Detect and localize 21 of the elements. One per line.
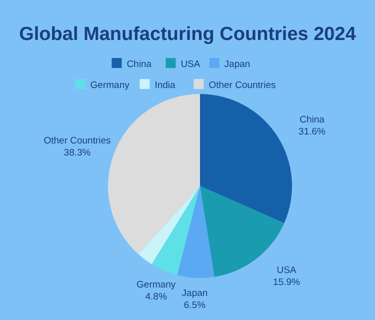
legend-label: China	[126, 59, 152, 70]
pie-slice	[200, 94, 292, 224]
data-label: 6.5%	[184, 300, 206, 312]
slice-label: China	[300, 114, 326, 126]
slice-label: USA	[276, 264, 297, 276]
data-label: 31.6%	[298, 126, 326, 138]
slice-label: Japan	[182, 288, 208, 300]
slice-label: Other Countries	[44, 136, 112, 147]
data-label: 4.8%	[145, 291, 168, 302]
slice-label: Germany	[136, 279, 176, 290]
legend-label: Germany	[90, 80, 130, 91]
pie-slice	[138, 186, 200, 264]
pie-slice	[177, 186, 214, 278]
data-label: 15.9%	[273, 276, 301, 288]
legend-label: Japan	[224, 59, 250, 70]
legend-label: USA	[180, 59, 201, 70]
pie-slice	[152, 186, 200, 276]
legend-label: Other Countries	[208, 80, 276, 91]
legend-label: India	[154, 80, 176, 91]
chart-title: Global Manufacturing Countries 2024	[19, 24, 356, 45]
data-label: 38.3%	[64, 148, 92, 159]
